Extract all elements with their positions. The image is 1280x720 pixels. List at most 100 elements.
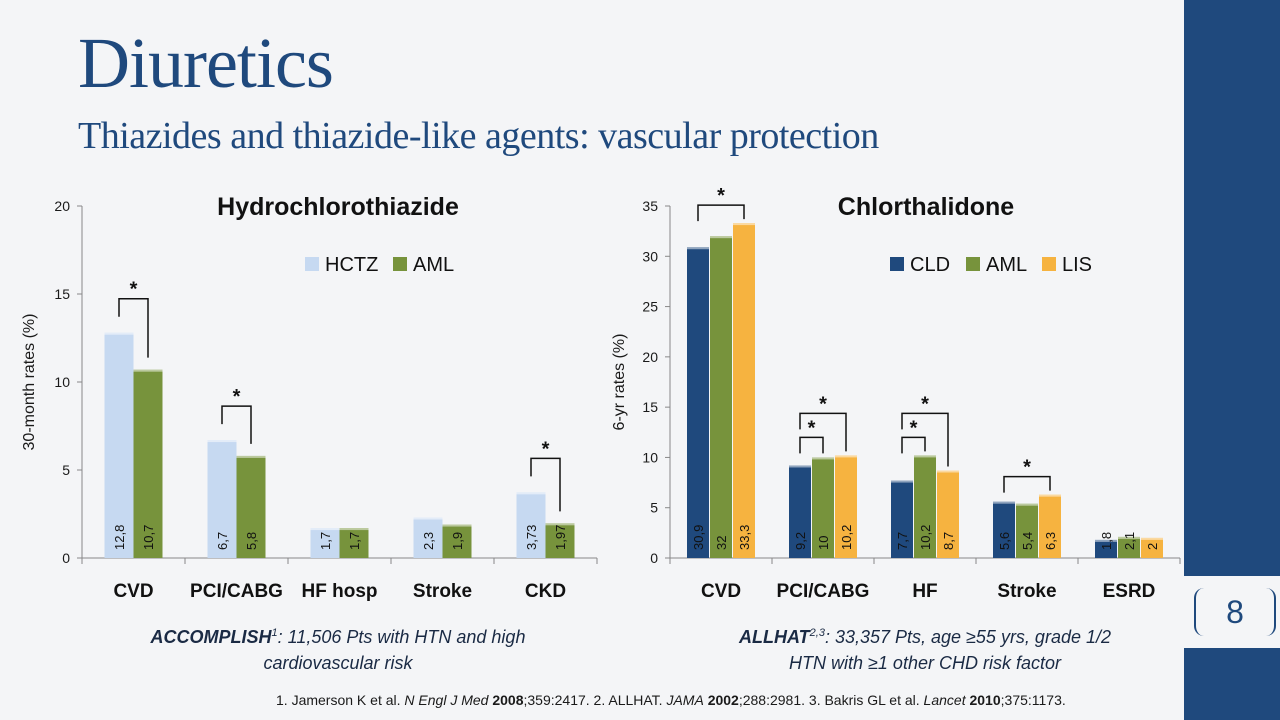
- caption-allhat-name: ALLHAT: [738, 627, 810, 647]
- y-tick-label: 20: [54, 198, 70, 214]
- x-tick-label: ESRD: [1103, 581, 1156, 602]
- y-axis-label: 6-yr rates (%): [611, 334, 628, 431]
- significance-bracket: [1003, 475, 1051, 493]
- legend-label: CLD: [910, 254, 950, 276]
- caption-accomplish-line1: : 11,506 Pts with HTN and high: [277, 627, 526, 647]
- bar: [891, 480, 913, 558]
- bar-data-label: 5,8: [244, 532, 259, 550]
- significance-star: *: [808, 417, 816, 439]
- bar-highlight: [310, 528, 340, 531]
- x-tick-label: HF: [912, 581, 937, 602]
- bar-highlight: [413, 517, 443, 520]
- bar-data-label: 1,7: [318, 532, 333, 550]
- caption-accomplish-sup: 1: [271, 627, 278, 639]
- bar-data-label: 2,1: [1122, 532, 1137, 550]
- legend-swatch: [890, 257, 904, 271]
- bar: [1095, 539, 1117, 558]
- bar: [687, 247, 709, 558]
- bar: [1016, 503, 1038, 558]
- ref1-rest: ;359:2417. 2. ALLHAT.: [523, 692, 667, 708]
- bar-data-label: 8,7: [941, 532, 956, 550]
- bar-highlight: [1039, 494, 1061, 497]
- significance-bracket: [901, 436, 926, 454]
- bar-highlight: [993, 501, 1015, 504]
- caption-allhat-line1: : 33,357 Pts, age ≥55 yrs, grade 1/2: [824, 627, 1111, 647]
- y-tick-label: 10: [642, 449, 658, 465]
- bar: [937, 470, 959, 558]
- x-tick-label: PCI/CABG: [777, 581, 870, 602]
- x-tick-label: PCI/CABG: [190, 581, 283, 602]
- bar-highlight: [733, 223, 755, 226]
- ref1-journal: N Engl J Med: [404, 692, 489, 708]
- ref3-year: 2010: [969, 692, 1001, 708]
- bar-data-label: 10: [816, 536, 831, 550]
- significance-star: *: [542, 438, 550, 460]
- bar: [1118, 536, 1140, 558]
- bar: [993, 501, 1015, 558]
- bar: [710, 236, 732, 558]
- y-tick-label: 5: [62, 462, 70, 478]
- legend-swatch: [393, 257, 407, 271]
- bar-data-label: 1,9: [450, 532, 465, 550]
- bar-highlight: [835, 455, 857, 458]
- bar-highlight: [207, 440, 237, 443]
- bar: [310, 528, 340, 558]
- x-tick-label: Stroke: [413, 581, 472, 602]
- bar-data-label: 6,7: [215, 532, 230, 550]
- bar-data-label: 2,3: [421, 532, 436, 550]
- significance-bracket: [530, 457, 561, 512]
- ref1-year: 2008: [492, 692, 524, 708]
- significance-bracket: [799, 436, 824, 454]
- bar-highlight: [133, 369, 163, 372]
- significance-bracket: [221, 405, 252, 444]
- caption-allhat-line2: HTN with ≥1 other CHD risk factor: [789, 653, 1061, 673]
- bar-highlight: [545, 523, 575, 526]
- bar: [733, 223, 755, 558]
- chart-title: Chlorthalidone: [838, 193, 1014, 221]
- bar-highlight: [891, 480, 913, 483]
- significance-bracket: [901, 412, 949, 467]
- significance-star: *: [1023, 457, 1031, 479]
- y-tick-label: 30: [642, 248, 658, 264]
- x-tick-label: CKD: [525, 581, 566, 602]
- bar-highlight: [687, 247, 709, 250]
- bar-data-label: 30,9: [691, 525, 706, 550]
- bar-data-label: 7,7: [895, 532, 910, 550]
- y-tick-label: 25: [642, 299, 658, 315]
- bar-data-label: 1,97: [553, 525, 568, 550]
- significance-star: *: [921, 393, 929, 415]
- bar-data-label: 1,8: [1099, 532, 1114, 550]
- significance-star: *: [819, 393, 827, 415]
- bar: [516, 492, 546, 558]
- caption-allhat: ALLHAT2,3: 33,357 Pts, age ≥55 yrs, grad…: [680, 620, 1170, 676]
- bar: [207, 440, 237, 558]
- bar-highlight: [236, 455, 266, 458]
- slide-title: Diuretics: [78, 23, 334, 103]
- bar-highlight: [1016, 503, 1038, 506]
- chart-title: Hydrochlorothiazide: [217, 193, 459, 221]
- legend-label: HCTZ: [325, 254, 378, 276]
- significance-star: *: [130, 279, 138, 301]
- bar-highlight: [104, 332, 134, 335]
- significance-bracket: [799, 412, 847, 452]
- bar-data-label: 5,4: [1020, 532, 1035, 550]
- y-tick-label: 35: [642, 198, 658, 214]
- bar-data-label: 33,3: [737, 525, 752, 550]
- legend-label: LIS: [1062, 254, 1092, 276]
- bar: [789, 465, 811, 558]
- bar: [442, 524, 472, 558]
- bar-data-label: 10,7: [141, 525, 156, 550]
- legend-label: AML: [986, 254, 1027, 276]
- y-tick-label: 5: [650, 500, 658, 516]
- x-tick-label: CVD: [113, 581, 153, 602]
- ref2-rest: ;288:2981. 3. Bakris GL et al.: [738, 692, 924, 708]
- x-tick-label: HF hosp: [302, 581, 378, 602]
- ref1-authors: 1. Jamerson K et al.: [276, 692, 405, 708]
- legend-swatch: [966, 257, 980, 271]
- bar: [413, 517, 443, 558]
- bar: [545, 523, 575, 558]
- bar-highlight: [710, 236, 732, 239]
- page-number: 8: [1194, 588, 1276, 636]
- y-tick-label: 15: [642, 399, 658, 415]
